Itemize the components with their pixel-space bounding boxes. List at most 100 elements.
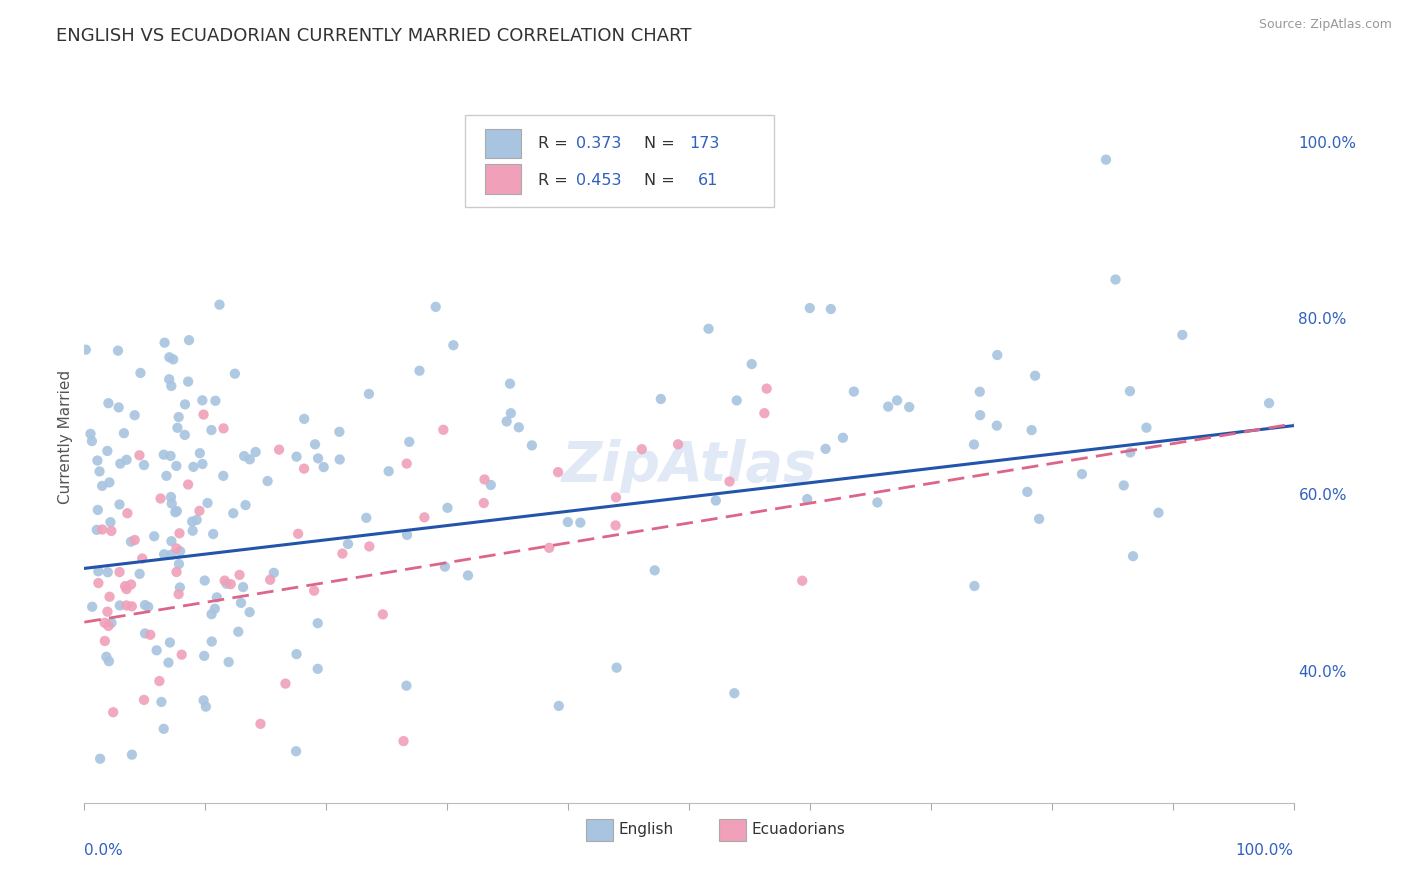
Point	[134, 626, 156, 640]
Point	[718, 475, 741, 489]
Point	[605, 518, 627, 533]
Point	[1021, 423, 1043, 437]
Point	[1112, 478, 1135, 492]
Point	[174, 397, 197, 411]
Point	[239, 452, 262, 467]
Point	[285, 647, 308, 661]
Point	[228, 568, 250, 582]
Point	[557, 515, 579, 529]
Point	[107, 401, 129, 415]
Point	[425, 300, 447, 314]
Text: ZipAtlas: ZipAtlas	[561, 440, 817, 493]
Point	[108, 498, 131, 512]
Text: 100.0%: 100.0%	[1236, 843, 1294, 858]
FancyBboxPatch shape	[485, 129, 520, 159]
Point	[204, 601, 226, 615]
Point	[170, 648, 193, 662]
Point	[1119, 445, 1142, 459]
Point	[307, 662, 329, 676]
Point	[160, 548, 183, 562]
Point	[108, 565, 131, 579]
Point	[100, 515, 122, 529]
Point	[1119, 384, 1142, 399]
Point	[204, 393, 226, 408]
Point	[160, 490, 183, 504]
Point	[96, 444, 118, 458]
Point	[97, 396, 120, 410]
Point	[194, 699, 217, 714]
Point	[723, 686, 745, 700]
Point	[107, 343, 129, 358]
Point	[754, 406, 776, 420]
Point	[547, 465, 569, 479]
Text: 0.0%: 0.0%	[84, 843, 124, 858]
Point	[969, 384, 991, 399]
Point	[395, 457, 418, 471]
Point	[87, 576, 110, 591]
Point	[569, 516, 592, 530]
Text: Ecuadorians: Ecuadorians	[752, 822, 845, 838]
Point	[201, 634, 224, 648]
Point	[87, 564, 110, 578]
Text: Source: ZipAtlas.com: Source: ZipAtlas.com	[1258, 18, 1392, 31]
Point	[219, 577, 242, 591]
Point	[1135, 420, 1157, 434]
Point	[181, 524, 204, 538]
Point	[697, 322, 720, 336]
Point	[233, 449, 256, 463]
Point	[396, 528, 419, 542]
Point	[89, 752, 111, 766]
Point	[166, 504, 188, 518]
Text: English: English	[619, 822, 673, 838]
Point	[212, 468, 235, 483]
Point	[495, 414, 517, 428]
Point	[162, 352, 184, 367]
Point	[644, 563, 666, 577]
Point	[115, 452, 138, 467]
Point	[796, 492, 818, 507]
Point	[377, 464, 399, 478]
Point	[96, 605, 118, 619]
Point	[986, 348, 1008, 362]
Point	[359, 540, 381, 554]
Point	[188, 446, 211, 460]
Point	[157, 656, 180, 670]
Point	[132, 458, 155, 472]
Point	[285, 450, 308, 464]
Point	[1104, 272, 1126, 286]
Point	[152, 448, 174, 462]
Point	[1071, 467, 1094, 481]
Point	[173, 428, 195, 442]
Point	[181, 515, 204, 529]
Point	[704, 493, 727, 508]
Point	[165, 458, 187, 473]
Point	[287, 526, 309, 541]
Point	[229, 596, 252, 610]
Point	[725, 393, 748, 408]
Text: 0.373: 0.373	[576, 136, 621, 152]
Point	[112, 426, 135, 441]
Point	[128, 448, 150, 462]
Point	[457, 568, 479, 582]
Point	[128, 566, 150, 581]
Point	[120, 577, 142, 591]
Text: R =: R =	[538, 136, 568, 152]
Point	[191, 393, 214, 408]
Point	[538, 541, 561, 555]
Point	[1017, 484, 1039, 499]
Point	[145, 643, 167, 657]
Point	[235, 498, 257, 512]
Point	[194, 574, 217, 588]
Point	[436, 500, 458, 515]
Point	[186, 513, 208, 527]
Point	[150, 695, 173, 709]
Point	[143, 529, 166, 543]
Point	[157, 351, 180, 365]
FancyBboxPatch shape	[485, 164, 520, 194]
Point	[169, 544, 191, 558]
Point	[606, 660, 628, 674]
Point	[139, 628, 162, 642]
Point	[97, 654, 120, 668]
Text: R =: R =	[538, 173, 568, 188]
Point	[329, 452, 352, 467]
